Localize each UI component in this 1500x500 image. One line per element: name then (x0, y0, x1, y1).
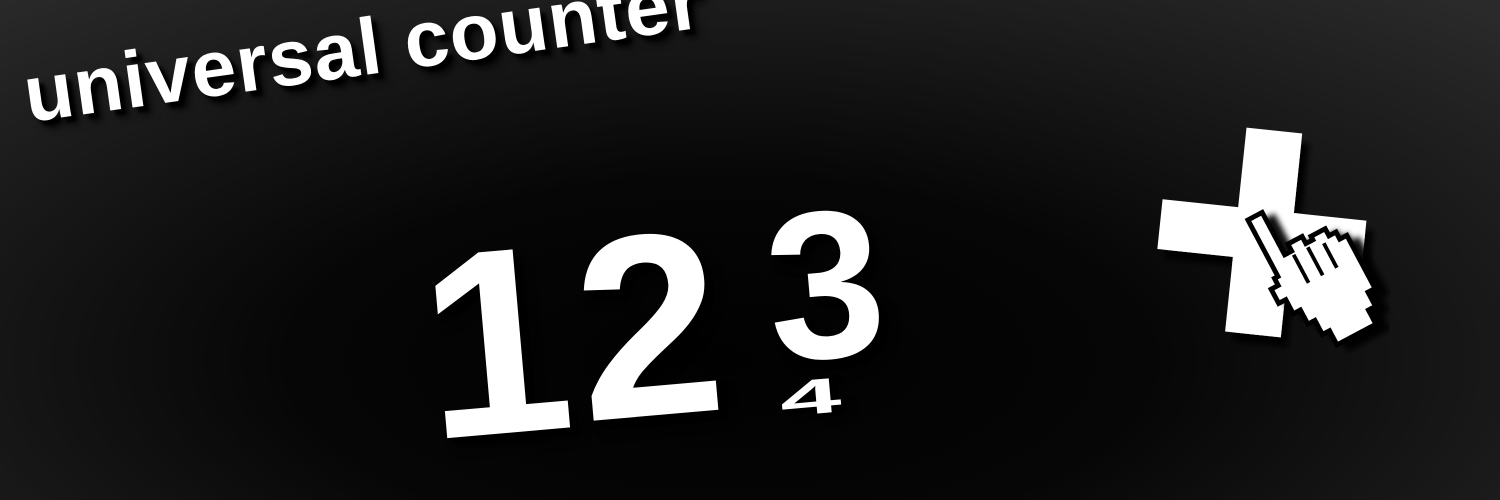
counter-digit-2: 2 (564, 175, 734, 478)
counter-digit-1: 1 (409, 188, 583, 497)
increment-graphic (1157, 127, 1380, 349)
counter-digit-4-rolling: 4 (777, 366, 844, 428)
counter-digit-3: 3 (756, 162, 894, 408)
hand-pointer-icon (1244, 209, 1380, 349)
counter-display: 1 2 3 4 (409, 162, 894, 497)
